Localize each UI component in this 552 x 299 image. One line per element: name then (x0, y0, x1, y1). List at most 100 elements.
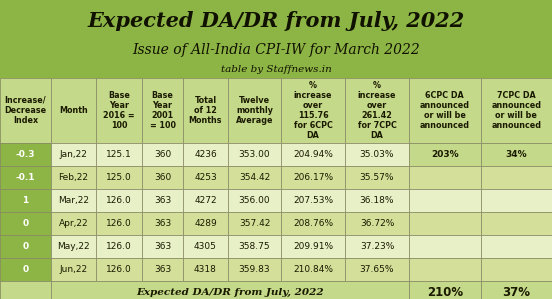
Text: 204.94%: 204.94% (293, 150, 333, 159)
Bar (183, 78, 228, 143)
Text: 125.1: 125.1 (106, 150, 132, 159)
Text: Expected DA/DR from July, 2022: Expected DA/DR from July, 2022 (136, 288, 324, 297)
Bar (345, 258, 409, 281)
Bar (51, 189, 95, 212)
Bar (51, 143, 95, 166)
Text: 0: 0 (23, 265, 29, 274)
Bar (95, 78, 142, 143)
Bar (228, 143, 281, 166)
Text: 356.00: 356.00 (239, 196, 270, 205)
Text: 363: 363 (154, 219, 171, 228)
Text: 4236: 4236 (194, 150, 217, 159)
Text: Mar,22: Mar,22 (58, 196, 89, 205)
Text: 6CPC DA
announced
or will be
announced: 6CPC DA announced or will be announced (420, 91, 470, 130)
Bar (142, 189, 183, 212)
Bar (142, 143, 183, 166)
Bar (480, 281, 552, 299)
Bar (345, 78, 409, 143)
Bar (228, 258, 281, 281)
Bar (183, 235, 228, 258)
Bar (228, 212, 281, 235)
Bar (0, 189, 51, 212)
Bar (95, 258, 142, 281)
Text: %
increase
over
261.42
for 7CPC
DA: % increase over 261.42 for 7CPC DA (358, 81, 396, 140)
Bar (0, 212, 51, 235)
Text: 126.0: 126.0 (106, 196, 132, 205)
Bar (480, 235, 552, 258)
Text: 4318: 4318 (194, 265, 217, 274)
Text: -0.3: -0.3 (16, 150, 35, 159)
Bar (480, 78, 552, 143)
Bar (142, 78, 183, 143)
Text: 210.84%: 210.84% (293, 265, 333, 274)
Text: Jan,22: Jan,22 (60, 150, 87, 159)
Bar (281, 143, 345, 166)
Bar (0, 281, 51, 299)
Bar (345, 143, 409, 166)
Bar (345, 235, 409, 258)
Text: 36.72%: 36.72% (360, 219, 394, 228)
Bar (409, 166, 480, 189)
Text: -0.1: -0.1 (16, 173, 35, 182)
Bar (95, 189, 142, 212)
Bar (480, 143, 552, 166)
Text: 4289: 4289 (194, 219, 217, 228)
Text: 0: 0 (23, 242, 29, 251)
Text: 353.00: 353.00 (239, 150, 270, 159)
Text: 37.65%: 37.65% (360, 265, 394, 274)
Bar (51, 235, 95, 258)
Text: 126.0: 126.0 (106, 265, 132, 274)
Bar (409, 281, 480, 299)
Text: Expected DA/DR from July, 2022: Expected DA/DR from July, 2022 (87, 11, 465, 31)
Bar (183, 143, 228, 166)
Text: Month: Month (59, 106, 88, 115)
Bar (281, 78, 345, 143)
Text: 35.03%: 35.03% (360, 150, 394, 159)
Bar (142, 166, 183, 189)
Bar (51, 166, 95, 189)
Bar (228, 166, 281, 189)
Bar (480, 258, 552, 281)
Bar (228, 189, 281, 212)
Text: Base
Year
2001
= 100: Base Year 2001 = 100 (150, 91, 176, 130)
Bar (409, 258, 480, 281)
Text: Base
Year
2016 =
100: Base Year 2016 = 100 (103, 91, 135, 130)
Bar (345, 166, 409, 189)
Text: 34%: 34% (506, 150, 527, 159)
Text: table by Staffnews.in: table by Staffnews.in (221, 65, 331, 74)
Text: 4272: 4272 (194, 196, 217, 205)
Text: Total
of 12
Months: Total of 12 Months (189, 96, 222, 125)
Text: Feb,22: Feb,22 (59, 173, 88, 182)
Bar (0, 78, 51, 143)
Text: Jun,22: Jun,22 (59, 265, 87, 274)
Bar (95, 212, 142, 235)
Bar (183, 258, 228, 281)
Text: 358.75: 358.75 (239, 242, 270, 251)
Text: 4253: 4253 (194, 173, 217, 182)
Text: %
increase
over
115.76
for 6CPC
DA: % increase over 115.76 for 6CPC DA (294, 81, 332, 140)
Bar (409, 78, 480, 143)
Text: May,22: May,22 (57, 242, 89, 251)
Bar (409, 189, 480, 212)
Text: 35.57%: 35.57% (360, 173, 394, 182)
Text: 7CPC DA
announced
or will be
announced: 7CPC DA announced or will be announced (491, 91, 542, 130)
Text: Issue of All-India CPI-IW for March 2022: Issue of All-India CPI-IW for March 2022 (132, 43, 420, 57)
Bar (409, 235, 480, 258)
Bar (95, 235, 142, 258)
Text: 210%: 210% (427, 286, 463, 299)
Text: 126.0: 126.0 (106, 219, 132, 228)
Text: 208.76%: 208.76% (293, 219, 333, 228)
Text: 354.42: 354.42 (239, 173, 270, 182)
Bar (183, 166, 228, 189)
Text: 360: 360 (154, 173, 171, 182)
Bar (142, 235, 183, 258)
Bar (281, 235, 345, 258)
Text: 363: 363 (154, 196, 171, 205)
Bar (95, 166, 142, 189)
Bar (480, 189, 552, 212)
Text: 37%: 37% (502, 286, 530, 299)
Bar (409, 143, 480, 166)
Text: 4305: 4305 (194, 242, 217, 251)
Bar (281, 166, 345, 189)
Text: 126.0: 126.0 (106, 242, 132, 251)
